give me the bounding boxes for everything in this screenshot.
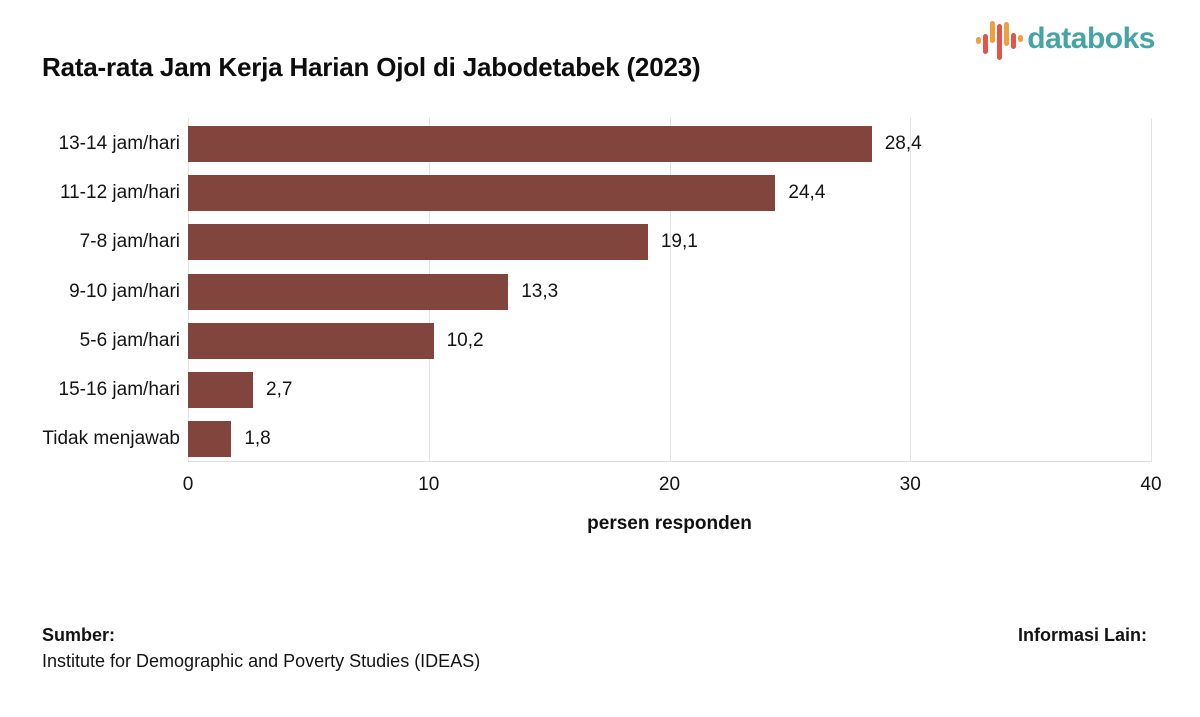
bar — [188, 371, 253, 408]
databoks-logo-icon — [976, 16, 1024, 62]
x-tick-label: 20 — [658, 474, 681, 495]
databoks-logo: databoks — [976, 16, 1155, 62]
source-value: Institute for Demographic and Poverty St… — [42, 651, 481, 671]
bar — [188, 273, 509, 310]
info-label: Informasi Lain: — [1017, 625, 1147, 645]
bar — [188, 224, 648, 261]
bar — [188, 322, 434, 359]
x-tick-label: 40 — [1140, 474, 1162, 495]
category-label: Tidak menjawab — [42, 427, 180, 449]
bar — [188, 175, 776, 212]
category-label: 9-10 jam/hari — [69, 280, 180, 302]
chart-title: Rata-rata Jam Kerja Harian Ojol di Jabod… — [42, 52, 701, 82]
value-label: 28,4 — [884, 133, 922, 155]
gridline — [910, 118, 912, 462]
databoks-logo-text: databoks — [1027, 22, 1155, 55]
value-label: 13,3 — [521, 280, 559, 302]
x-tick-label: 10 — [418, 474, 440, 495]
gridline — [1151, 118, 1152, 462]
x-tick-label: 30 — [899, 474, 921, 495]
value-label: 2,7 — [266, 378, 293, 400]
value-label: 1,8 — [244, 427, 271, 449]
category-label: 5-6 jam/hari — [79, 329, 180, 351]
source-label: Sumber: — [42, 625, 116, 645]
category-label: 15-16 jam/hari — [58, 378, 180, 400]
bar — [188, 420, 232, 457]
x-axis-label: persen responden — [587, 513, 752, 534]
bar — [188, 126, 872, 163]
category-label: 11-12 jam/hari — [59, 182, 180, 204]
x-tick-label: 0 — [182, 474, 194, 495]
value-label: 19,1 — [660, 231, 698, 253]
value-label: 24,4 — [788, 182, 826, 204]
category-label: 13-14 jam/hari — [58, 133, 180, 155]
category-label: 7-8 jam/hari — [79, 231, 180, 253]
gridline — [669, 118, 671, 462]
value-label: 10,2 — [446, 329, 484, 351]
